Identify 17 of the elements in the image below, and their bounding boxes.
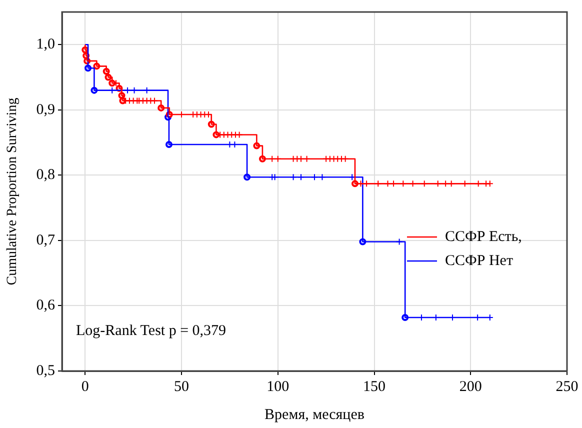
legend-label: ССФР Есть, — [445, 228, 522, 245]
y-axis-title: Cumulative Proportion Surviving — [5, 98, 20, 286]
x-tick-label: 0 — [81, 378, 89, 395]
y-tick-label: 0,5 — [36, 362, 55, 379]
y-tick-label: 0,7 — [36, 232, 56, 248]
y-tick-label: 1,0 — [36, 36, 55, 53]
y-tick-label: 0,8 — [36, 167, 55, 184]
annotation: Log-Rank Test p = 0,379 — [76, 322, 226, 339]
y-tick-label: 0,9 — [36, 102, 55, 118]
x-tick-label: 150 — [363, 378, 386, 395]
x-tick-label: 200 — [459, 378, 482, 395]
y-tick-label: 0,6 — [36, 298, 56, 314]
x-tick-label: 50 — [174, 378, 190, 395]
x-axis-title: Время, месяцев — [264, 406, 364, 423]
legend-label: ССФР Нет — [445, 252, 514, 269]
x-tick-label: 250 — [556, 378, 578, 395]
x-tick-label: 100 — [266, 378, 290, 395]
